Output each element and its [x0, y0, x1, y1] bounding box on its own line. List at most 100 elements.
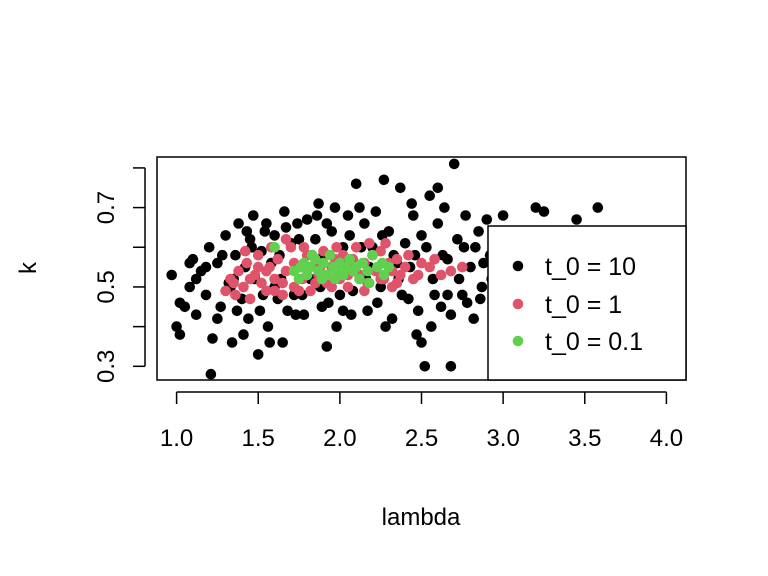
data-point: [424, 190, 436, 201]
data-point: [318, 257, 329, 269]
x-tick-label: 2.0: [323, 425, 356, 452]
data-point: [220, 230, 231, 241]
data-point: [252, 249, 264, 261]
data-point: [248, 210, 259, 221]
data-point: [321, 269, 333, 281]
data-point: [396, 289, 408, 301]
data-point: [350, 178, 362, 190]
data-point: [530, 202, 542, 213]
data-point: [279, 206, 290, 217]
data-point: [403, 249, 414, 261]
data-point: [256, 277, 267, 289]
data-point: [362, 305, 373, 317]
data-point: [460, 210, 471, 221]
data-point: [292, 218, 303, 229]
data-point: [412, 305, 424, 317]
data-point: [285, 242, 297, 253]
data-point: [331, 242, 342, 253]
data-point: [166, 269, 177, 281]
legend-label: t_0 = 10: [545, 253, 636, 281]
data-point: [362, 265, 373, 277]
data-point: [261, 265, 272, 277]
data-point: [571, 214, 582, 225]
data-point: [406, 198, 418, 209]
data-point: [408, 210, 419, 221]
data-point: [457, 289, 468, 301]
data-point: [370, 206, 382, 217]
x-tick-label: 2.5: [405, 425, 438, 452]
data-point: [280, 265, 292, 277]
y-tick-label: 0.5: [93, 270, 120, 303]
data-point: [380, 321, 391, 332]
data-point: [424, 261, 436, 273]
data-point: [269, 230, 280, 241]
data-point: [244, 273, 256, 285]
data-point: [391, 277, 403, 289]
data-point: [313, 198, 324, 209]
data-point: [359, 218, 370, 229]
data-point: [298, 242, 310, 253]
data-point: [282, 305, 293, 317]
x-tick-label: 4.0: [650, 425, 683, 452]
data-point: [310, 234, 321, 245]
data-point: [311, 210, 323, 221]
data-point: [416, 257, 427, 269]
data-point: [238, 329, 249, 340]
x-tick-label: 1.0: [160, 425, 193, 452]
data-point: [435, 301, 447, 313]
data-point: [354, 202, 365, 213]
data-point: [220, 285, 231, 297]
data-point: [342, 210, 354, 221]
data-point: [207, 333, 218, 344]
data-point: [432, 218, 444, 229]
data-point: [478, 257, 489, 269]
legend-marker: [512, 260, 524, 272]
data-point: [205, 368, 217, 380]
legend-label: t_0 = 0.1: [545, 328, 643, 356]
data-point: [411, 329, 422, 340]
data-point: [231, 305, 243, 317]
data-point: [233, 265, 244, 277]
data-point: [445, 265, 457, 277]
data-point: [442, 289, 453, 301]
data-point: [244, 293, 256, 305]
data-point: [321, 341, 333, 352]
data-point: [452, 234, 463, 245]
data-point: [342, 281, 354, 293]
data-point: [174, 329, 186, 340]
data-point: [364, 277, 375, 289]
legend: t_0 = 10 t_0 = 1 t_0 = 0.1: [487, 225, 687, 381]
x-axis: 1.0 1.5 2.0 2.5 3.0 3.5 4.0: [160, 391, 683, 452]
data-point: [252, 349, 264, 360]
data-point: [277, 289, 289, 301]
data-point: [346, 309, 357, 321]
data-point: [416, 230, 427, 241]
data-point: [475, 293, 486, 305]
legend-marker: [512, 335, 524, 347]
data-point: [427, 273, 439, 285]
data-point: [395, 269, 406, 281]
data-point: [445, 309, 457, 321]
data-point: [174, 297, 186, 309]
data-point: [293, 273, 305, 285]
data-point: [184, 257, 195, 269]
data-point: [445, 361, 457, 372]
data-point: [190, 309, 202, 321]
data-point: [261, 218, 272, 229]
data-point: [259, 226, 271, 237]
data-point: [241, 257, 253, 269]
data-point: [228, 277, 239, 289]
data-point: [277, 277, 289, 289]
data-point: [399, 261, 411, 273]
data-point: [239, 245, 251, 257]
data-point: [432, 182, 444, 194]
data-point: [212, 257, 223, 269]
data-point: [429, 253, 440, 265]
data-point: [378, 269, 390, 281]
data-point: [344, 230, 356, 241]
data-point: [215, 301, 226, 313]
data-point: [364, 238, 375, 249]
data-point: [277, 337, 289, 348]
data-point: [357, 257, 369, 269]
data-point: [497, 210, 509, 221]
